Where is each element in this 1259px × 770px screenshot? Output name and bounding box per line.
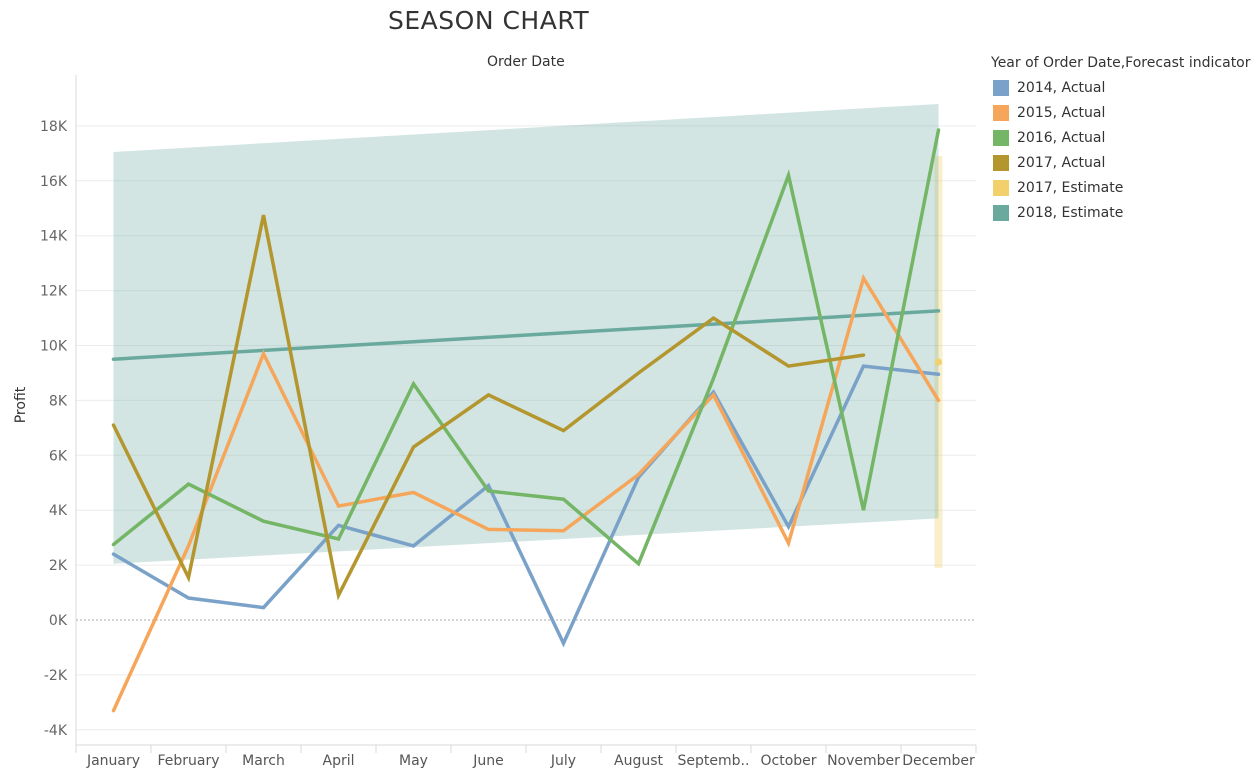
y-tick-label: 14K	[40, 229, 68, 245]
x-tick-label: July	[550, 753, 576, 769]
series-line	[111, 309, 941, 361]
legend-label: 2014, Actual	[1017, 79, 1106, 96]
y-tick-label: 0K	[49, 613, 68, 629]
series-line	[111, 273, 941, 713]
legend-swatch	[993, 204, 1009, 221]
legend-swatch	[993, 129, 1009, 146]
legend: Year of Order Date,Forecast indicator 20…	[991, 55, 1251, 225]
y-tick-label: 10K	[40, 339, 68, 355]
x-tick-label: December	[902, 753, 975, 769]
x-tick-label: October	[760, 753, 816, 769]
x-tick-label: June	[472, 753, 504, 769]
x-tick-label: February	[157, 753, 219, 769]
series-line	[111, 214, 866, 601]
x-axis-title: Order Date	[487, 54, 565, 70]
legend-item[interactable]: 2017, Estimate	[991, 175, 1251, 200]
legend-swatch	[993, 179, 1009, 196]
legend-label: 2018, Estimate	[1017, 204, 1124, 221]
x-tick-label: April	[323, 753, 355, 769]
y-tick-label: -4K	[44, 723, 68, 739]
series-point	[935, 358, 942, 366]
y-tick-label: 12K	[40, 284, 68, 300]
y-tick-label: -2K	[44, 668, 68, 684]
legend-title: Year of Order Date,Forecast indicator	[991, 55, 1251, 71]
legend-item[interactable]: 2015, Actual	[991, 100, 1251, 125]
y-tick-label: 6K	[49, 448, 68, 464]
x-tick-label: March	[242, 753, 285, 769]
legend-label: 2016, Actual	[1017, 129, 1106, 146]
legend-item[interactable]: 2017, Actual	[991, 150, 1251, 175]
legend-label: 2017, Estimate	[1017, 179, 1124, 196]
x-tick-label: November	[827, 753, 900, 769]
chart-title: SEASON CHART	[388, 6, 590, 35]
legend-label: 2017, Actual	[1017, 154, 1106, 171]
legend-item[interactable]: 2014, Actual	[991, 75, 1251, 100]
y-axis-title: Profit	[13, 386, 29, 424]
x-tick-label: January	[86, 753, 140, 769]
y-tick-label: 4K	[49, 503, 68, 519]
x-tick-label: Septemb..	[678, 753, 750, 769]
series-line	[111, 128, 941, 567]
legend-swatch	[993, 79, 1009, 96]
y-tick-label: 16K	[40, 174, 68, 190]
legend-item[interactable]: 2018, Estimate	[991, 200, 1251, 225]
x-tick-label: May	[399, 753, 428, 769]
x-tick-label: August	[614, 753, 664, 769]
y-tick-label: 2K	[49, 558, 68, 574]
y-tick-label: 18K	[40, 119, 68, 135]
legend-swatch	[993, 154, 1009, 171]
y-tick-label: 8K	[49, 393, 68, 409]
legend-item[interactable]: 2016, Actual	[991, 125, 1251, 150]
legend-swatch	[993, 104, 1009, 121]
legend-label: 2015, Actual	[1017, 104, 1106, 121]
